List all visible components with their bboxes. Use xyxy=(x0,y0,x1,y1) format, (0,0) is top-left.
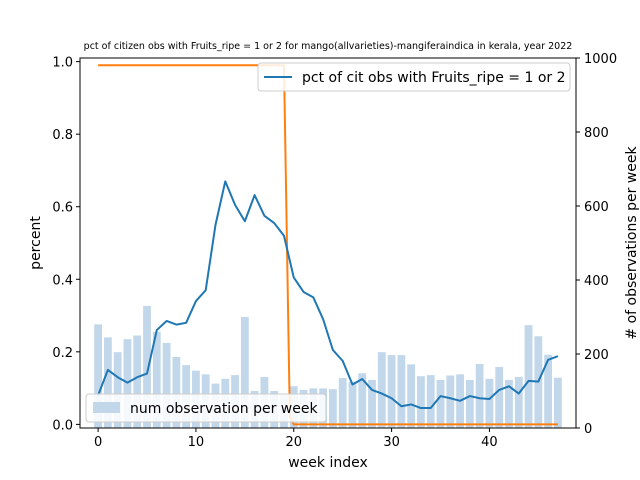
right-tick-label: 1000 xyxy=(584,52,617,67)
right-tick-label: 200 xyxy=(584,348,609,363)
left-axis-label: percent xyxy=(28,216,44,270)
left-tick-label: 0.0 xyxy=(52,418,73,433)
bar xyxy=(338,378,347,428)
bar xyxy=(417,376,425,428)
bar xyxy=(133,335,142,428)
bar xyxy=(397,355,406,428)
bar xyxy=(495,366,504,428)
legend-top-box xyxy=(257,62,571,92)
right-axis-label: # of observations per week xyxy=(624,146,640,340)
x-tick-label: 10 xyxy=(188,435,205,450)
x-tick-label: 20 xyxy=(285,435,302,450)
right-tick-label: 400 xyxy=(584,274,609,289)
pct-line xyxy=(97,180,559,410)
bar xyxy=(475,363,484,428)
bar xyxy=(348,381,357,428)
bar xyxy=(544,354,553,428)
bar xyxy=(407,364,416,428)
bar xyxy=(113,352,122,428)
legend-bottom-label: num observation per week xyxy=(130,401,318,417)
bar xyxy=(172,356,181,428)
legend-bottom-box xyxy=(85,393,327,423)
bar xyxy=(328,389,337,428)
x-axis-label: week index xyxy=(288,455,368,471)
bar xyxy=(446,375,455,428)
x-tick-label: 40 xyxy=(481,435,498,450)
left-axis-ticks: 0.0 0.2 0.4 0.6 0.8 1.0 xyxy=(52,56,80,433)
right-axis-ticks: 0 200 400 600 800 1000 xyxy=(576,52,617,437)
bar xyxy=(94,324,103,428)
bar xyxy=(103,337,112,428)
right-tick-label: 0 xyxy=(584,422,592,437)
left-tick-label: 0.8 xyxy=(52,128,73,143)
bar xyxy=(162,342,171,428)
bar xyxy=(377,352,386,428)
bar xyxy=(505,379,513,428)
bar xyxy=(436,379,445,428)
x-tick-label: 30 xyxy=(383,435,400,450)
bar xyxy=(368,379,376,428)
bar xyxy=(465,379,474,428)
bar xyxy=(553,377,562,428)
bar xyxy=(240,317,249,428)
bar xyxy=(358,373,367,428)
x-tick-label: 0 xyxy=(94,435,102,450)
x-axis-ticks: 0 10 20 30 40 xyxy=(94,428,498,450)
left-tick-label: 0.4 xyxy=(52,273,73,288)
bar xyxy=(485,378,494,428)
legend-bar-swatch xyxy=(93,402,120,413)
left-tick-label: 0.6 xyxy=(52,201,73,216)
legend-bottom: num observation per week xyxy=(85,393,327,423)
legend-top: pct of cit obs with Fruits_ripe = 1 or 2 xyxy=(257,62,571,92)
left-tick-label: 0.2 xyxy=(52,346,73,361)
bar xyxy=(514,376,523,428)
bar xyxy=(426,375,435,428)
bar xyxy=(387,355,396,428)
legend-top-label: pct of cit obs with Fruits_ripe = 1 or 2 xyxy=(302,70,566,86)
bar xyxy=(524,325,533,428)
right-tick-label: 600 xyxy=(584,200,609,215)
chart-title: pct of citizen obs with Fruits_ripe = 1 … xyxy=(84,41,573,52)
right-tick-label: 800 xyxy=(584,126,609,141)
plot-frame xyxy=(79,57,577,429)
bar xyxy=(143,305,151,428)
bar xyxy=(152,331,161,428)
pct-series xyxy=(97,180,559,410)
left-tick-label: 1.0 xyxy=(52,56,73,71)
